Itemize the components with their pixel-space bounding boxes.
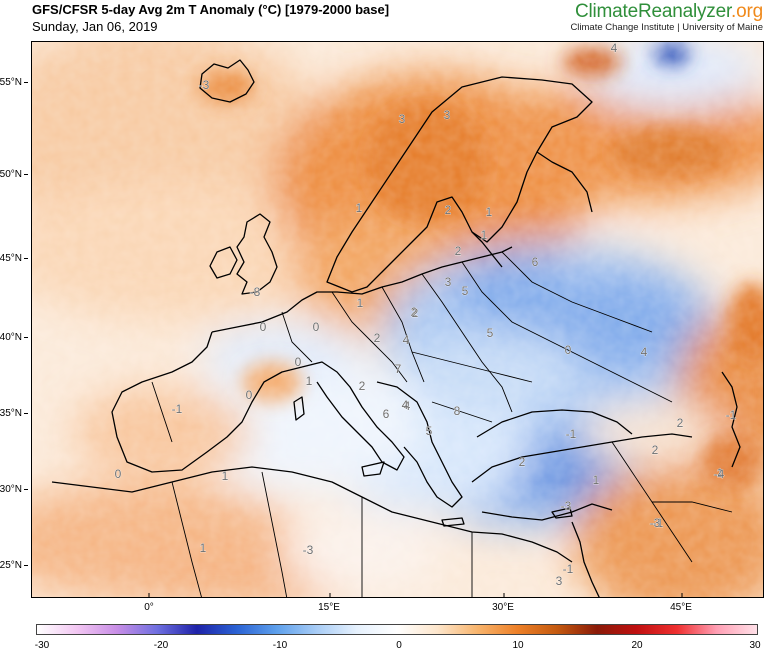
contour-label: 0 bbox=[313, 320, 320, 334]
contour-label: 0 bbox=[295, 355, 302, 369]
contour-label: 0 bbox=[115, 467, 122, 481]
anomaly-field bbox=[32, 42, 763, 597]
contour-label: -3 bbox=[199, 78, 210, 92]
lat-label-55: 55°N bbox=[0, 77, 28, 88]
lon-label-15e: 15°E bbox=[318, 602, 340, 613]
contour-label: 4 bbox=[611, 42, 618, 55]
contour-label: 2 bbox=[519, 455, 526, 469]
contour-label: -3 bbox=[561, 499, 572, 513]
contour-label: 1 bbox=[222, 469, 229, 483]
brand-logo[interactable]: ClimateReanalyzer.org bbox=[575, 1, 763, 23]
contour-label: -1 bbox=[566, 427, 577, 441]
contour-label: 2 bbox=[412, 306, 419, 320]
lat-label-50: 50°N bbox=[0, 169, 28, 180]
contour-label: 1 bbox=[357, 296, 364, 310]
contour-label: -1 bbox=[172, 402, 183, 416]
colorbar-tick-10: 10 bbox=[512, 640, 524, 651]
country-borders bbox=[151, 251, 733, 597]
colorbar-tick-0: 0 bbox=[396, 640, 402, 651]
lat-label-25: 25°N bbox=[0, 560, 28, 571]
contour-label: 5 bbox=[487, 326, 494, 340]
contour-label: 2 bbox=[411, 305, 418, 319]
contour-label: -4 bbox=[714, 467, 725, 481]
contour-label: 7 bbox=[395, 362, 402, 376]
coastlines bbox=[51, 59, 741, 597]
contour-label: -1 bbox=[653, 516, 664, 530]
contour-label: 4 bbox=[641, 345, 648, 359]
contour-label: 1 bbox=[356, 201, 363, 215]
colorbar-tick-neg10: -10 bbox=[272, 640, 288, 651]
contour-label: -1 bbox=[563, 562, 574, 576]
lat-label-40: 40°N bbox=[0, 332, 28, 343]
contour-label: 2 bbox=[359, 379, 366, 393]
contour-label: 2 bbox=[445, 203, 452, 217]
colorbar-tick-20: 20 bbox=[631, 640, 643, 651]
colorbar-tick-neg20: -20 bbox=[153, 640, 169, 651]
contour-label: 6 bbox=[383, 407, 390, 421]
contour-label: 2 bbox=[455, 244, 462, 258]
anomaly-map: -3 3 3 1 2 1 1 2 6 3 5 2 5 -8 0 0 1 2 4 4 2 7 0 1 -1 0 2 6 4 8 5 0 -1 0 1 2… bbox=[31, 41, 764, 598]
contour-label: 0 bbox=[260, 320, 267, 334]
contour-label: -1 bbox=[726, 408, 737, 422]
contour-label: 4 bbox=[404, 399, 411, 413]
contour-label: 5 bbox=[426, 424, 433, 438]
contour-label: 3 bbox=[556, 574, 563, 588]
contour-label: 1 bbox=[717, 466, 724, 480]
contour-label: 8 bbox=[454, 404, 461, 418]
contour-label: -3 bbox=[650, 516, 661, 530]
map-title: GFS/CFSR 5-day Avg 2m T Anomaly (°C) [19… bbox=[32, 2, 390, 17]
contour-label: -8 bbox=[250, 285, 261, 299]
brand-part-2: Reanalyzer bbox=[637, 1, 732, 22]
colorbar-tick-30: 30 bbox=[749, 640, 761, 651]
contour-label: 1 bbox=[486, 205, 493, 219]
contour-label: 6 bbox=[532, 255, 539, 269]
colorbar bbox=[36, 624, 758, 635]
contour-label: 3 bbox=[445, 275, 452, 289]
institution-label: Climate Change Institute | University of… bbox=[570, 22, 763, 33]
lon-label-45e: 45°E bbox=[670, 602, 692, 613]
graticule-ticks bbox=[148, 593, 683, 597]
contour-label: 0 bbox=[246, 388, 253, 402]
map-date: Sunday, Jan 06, 2019 bbox=[32, 19, 158, 34]
contour-label: 2 bbox=[652, 443, 659, 457]
contour-label: 1 bbox=[200, 541, 207, 555]
lon-label-0: 0° bbox=[144, 602, 154, 613]
lat-label-35: 35°N bbox=[0, 408, 28, 419]
lon-label-30e: 30°E bbox=[492, 602, 514, 613]
contour-label: -3 bbox=[303, 543, 314, 557]
contour-label: 4 bbox=[403, 333, 410, 347]
lat-label-45: 45°N bbox=[0, 253, 28, 264]
colorbar-tick-neg30: -30 bbox=[34, 640, 50, 651]
contour-label: 3 bbox=[399, 112, 406, 126]
contour-label: 1 bbox=[306, 374, 313, 388]
contour-label: 2 bbox=[374, 331, 381, 345]
contour-label: 4 bbox=[402, 398, 409, 412]
contour-label: 1 bbox=[481, 228, 488, 242]
contour-label: 5 bbox=[462, 284, 469, 298]
contour-label: 1 bbox=[593, 473, 600, 487]
lat-label-30: 30°N bbox=[0, 484, 28, 495]
brand-part-1: Climate bbox=[574, 1, 638, 22]
contour-label: 3 bbox=[444, 108, 451, 122]
contour-label: 0 bbox=[565, 343, 572, 357]
brand-part-3: .org bbox=[731, 1, 763, 22]
contour-label: 2 bbox=[677, 416, 684, 430]
